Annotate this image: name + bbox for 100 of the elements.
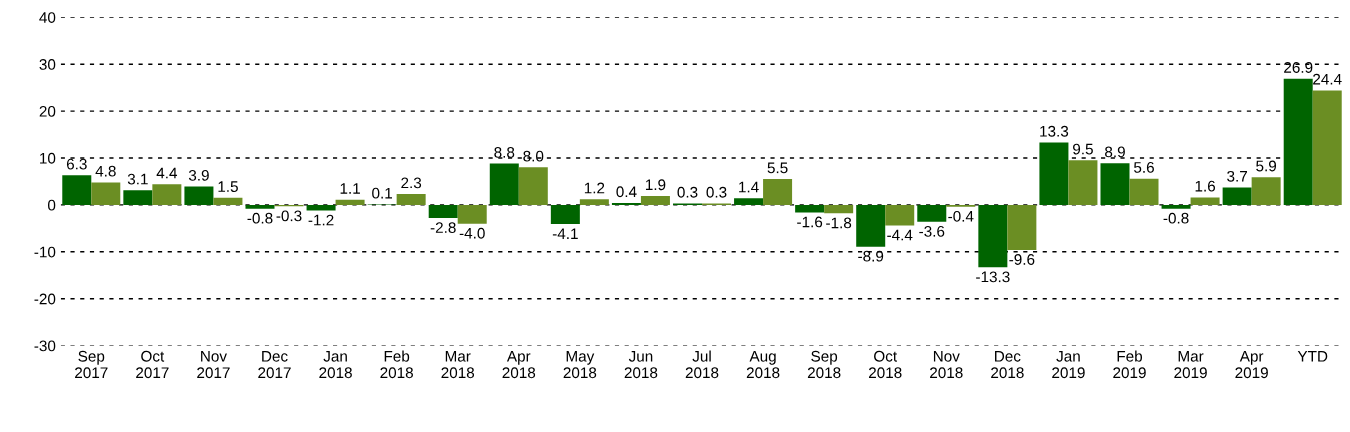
bar xyxy=(795,204,825,213)
data-label: 8.8 xyxy=(494,146,515,158)
data-label: -4.1 xyxy=(552,228,578,239)
bar xyxy=(335,199,365,205)
bar xyxy=(1283,78,1313,205)
x-tick-label: Apr 2019 xyxy=(1235,351,1268,379)
bar xyxy=(978,204,1008,268)
x-tick-label: Jan 2019 xyxy=(1052,351,1085,379)
y-tick-label: 10 xyxy=(40,152,56,164)
x-tick-label: Oct 2017 xyxy=(136,350,169,379)
bar xyxy=(184,186,214,205)
data-label: 0.3 xyxy=(677,186,698,198)
data-label: -1.6 xyxy=(797,216,823,228)
y-tick-label: 30 xyxy=(39,59,56,70)
bar xyxy=(856,204,886,247)
y-tick-label: -10 xyxy=(34,246,56,258)
y-tick-label: 40 xyxy=(39,12,56,23)
x-tick-label: Sep 2018 xyxy=(807,350,841,379)
bar xyxy=(1161,204,1191,209)
x-tick-label: Apr 2018 xyxy=(502,351,536,379)
data-label: -1.8 xyxy=(826,217,852,229)
x-tick-label: Dec 2017 xyxy=(258,351,291,379)
x-tick-label: Jul 2018 xyxy=(685,350,719,379)
bar xyxy=(518,167,548,205)
bar xyxy=(428,204,458,219)
data-label: 9.5 xyxy=(1073,143,1093,155)
x-tick-label: Mar 2018 xyxy=(441,351,475,379)
bar xyxy=(885,204,915,226)
data-label: 24.4 xyxy=(1313,73,1342,85)
bar xyxy=(1222,187,1252,205)
bar xyxy=(1190,197,1220,205)
x-tick-label: Dec 2018 xyxy=(991,351,1024,379)
x-tick-label: Jun 2018 xyxy=(624,351,658,379)
data-label: 1.4 xyxy=(739,181,759,193)
x-tick-label: YTD xyxy=(1297,351,1328,362)
data-label: 0.3 xyxy=(706,186,727,198)
data-label: 1.2 xyxy=(584,182,605,194)
data-label: -0.8 xyxy=(1163,212,1189,224)
bar xyxy=(640,195,670,205)
data-label: -1.2 xyxy=(308,214,334,226)
bar xyxy=(1251,177,1281,205)
x-tick-label: Nov 2018 xyxy=(930,351,963,379)
data-label: -3.6 xyxy=(919,225,945,237)
data-label: -2.8 xyxy=(430,222,456,233)
bar xyxy=(213,197,243,205)
y-tick-label: 0 xyxy=(47,199,56,211)
x-tick-label: Feb 2019 xyxy=(1113,350,1146,379)
data-label: 5.5 xyxy=(767,162,788,174)
x-tick-label: Oct 2018 xyxy=(868,350,902,379)
bar xyxy=(1068,160,1098,205)
bar xyxy=(763,179,793,205)
data-label: 5.9 xyxy=(1256,160,1277,172)
data-label: 2.3 xyxy=(401,177,422,189)
data-label: 4.4 xyxy=(156,167,178,179)
data-label: 1.1 xyxy=(340,183,360,194)
bar xyxy=(917,204,947,222)
data-label: 26.9 xyxy=(1284,62,1313,73)
data-label: -13.3 xyxy=(976,271,1010,283)
data-label: 0.4 xyxy=(616,186,637,198)
bar xyxy=(579,199,609,205)
bar xyxy=(457,204,487,224)
data-label: -0.4 xyxy=(948,210,974,222)
bar xyxy=(1007,204,1037,250)
y-tick-label: -30 xyxy=(34,340,56,352)
bar xyxy=(62,175,92,205)
x-tick-label: Jan 2018 xyxy=(319,351,352,379)
data-label: -0.3 xyxy=(276,210,302,222)
y-tick-label: 20 xyxy=(39,105,56,117)
bar xyxy=(91,182,121,205)
data-label: 3.1 xyxy=(127,173,148,185)
data-label: -9.6 xyxy=(1009,254,1035,265)
bar xyxy=(489,163,519,205)
bar xyxy=(1129,178,1159,205)
x-tick-label: Mar 2019 xyxy=(1174,351,1207,379)
x-tick-label: Aug 2018 xyxy=(746,351,780,379)
bar xyxy=(550,204,580,225)
data-label: 1.9 xyxy=(645,179,666,191)
bar xyxy=(396,194,426,205)
x-tick-label: May 2018 xyxy=(563,351,597,379)
data-label: -4.4 xyxy=(887,229,913,241)
bar xyxy=(734,198,764,205)
data-label: 3.7 xyxy=(1227,170,1247,182)
bar xyxy=(152,184,182,205)
y-tick-label: -20 xyxy=(34,293,56,305)
bar xyxy=(1039,142,1069,205)
bar xyxy=(1100,163,1130,205)
data-label: 5.6 xyxy=(1134,161,1154,173)
x-tick-label: Sep 2017 xyxy=(75,350,108,379)
data-label: 1.6 xyxy=(1195,180,1216,192)
data-label: 3.9 xyxy=(188,169,209,181)
data-label: 8.9 xyxy=(1105,146,1125,158)
bar xyxy=(306,204,336,211)
bar xyxy=(824,204,854,214)
data-label: -4.0 xyxy=(459,227,485,239)
bar xyxy=(123,190,153,205)
x-tick-label: Feb 2018 xyxy=(380,350,413,379)
data-label: 8.0 xyxy=(523,150,544,162)
data-label: 6.3 xyxy=(66,158,87,170)
data-label: 0.1 xyxy=(372,187,393,199)
x-tick-label: Nov 2017 xyxy=(197,351,230,379)
